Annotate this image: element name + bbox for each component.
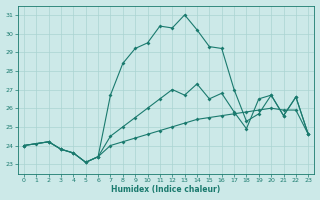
X-axis label: Humidex (Indice chaleur): Humidex (Indice chaleur) [111,185,221,194]
